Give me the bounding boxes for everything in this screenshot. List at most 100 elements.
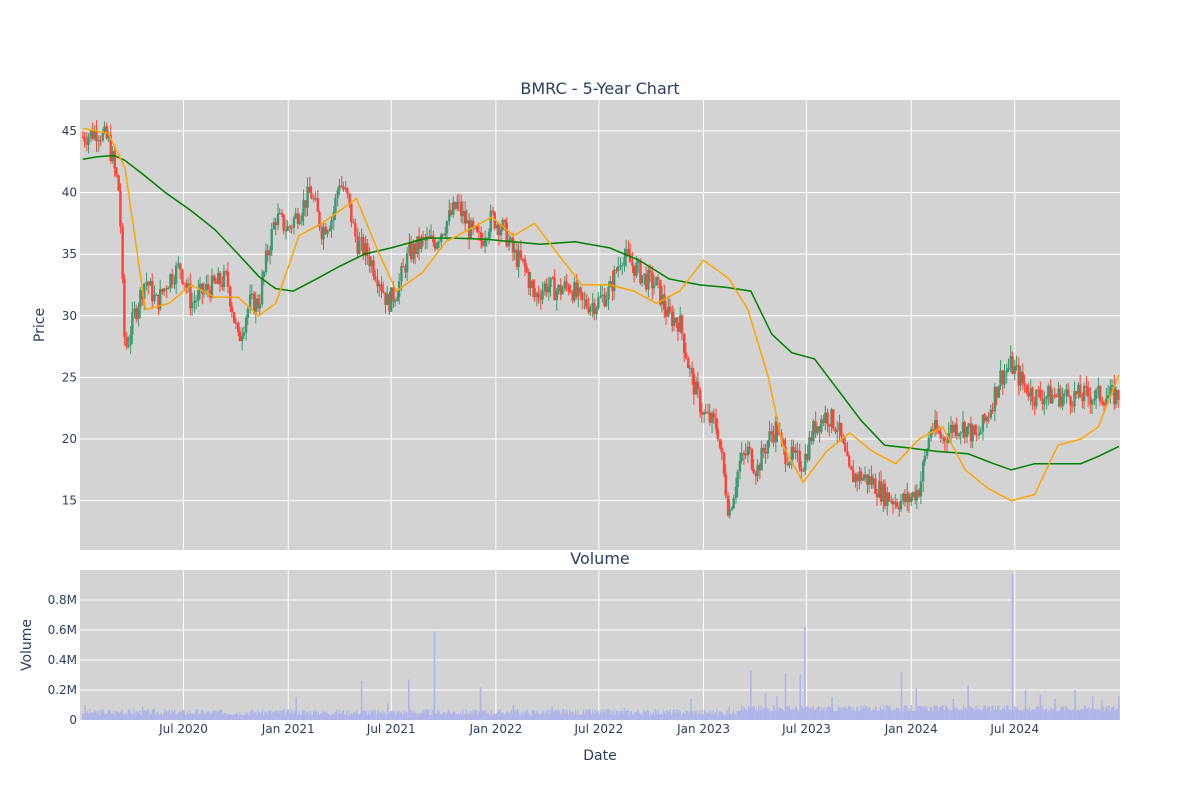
candle-body: [1101, 401, 1104, 404]
candle-body: [979, 431, 982, 435]
candle-body: [931, 429, 935, 431]
volume-bar: [597, 710, 599, 720]
volume-bar: [1008, 709, 1010, 720]
volume-bar: [910, 705, 912, 720]
volume-bar: [82, 713, 84, 720]
candle-body: [254, 298, 257, 313]
volume-bar: [291, 710, 293, 720]
volume-bar: [528, 713, 530, 720]
volume-bar: [1017, 709, 1019, 720]
volume-bar: [209, 712, 211, 720]
volume-bar: [778, 707, 780, 720]
candle-body: [400, 265, 403, 282]
candle-body: [330, 220, 333, 229]
candle-body: [501, 219, 504, 230]
candle-body: [902, 493, 905, 501]
volume-bar: [90, 712, 92, 720]
volume-bar: [625, 710, 627, 720]
candle-body: [479, 232, 483, 242]
volume-bar: [87, 713, 90, 720]
candle-body: [420, 237, 423, 249]
volume-bar: [348, 710, 350, 720]
volume-bar: [444, 712, 446, 720]
volume-bar: [737, 711, 739, 720]
candle-body: [643, 273, 646, 276]
volume-bar: [609, 709, 611, 720]
volume-bar: [738, 710, 740, 720]
candle-body: [573, 282, 576, 301]
candle-body: [1043, 399, 1046, 405]
volume-bar: [262, 708, 264, 720]
volume-bar: [490, 710, 492, 720]
volume-bar: [713, 714, 715, 720]
volume-bar: [612, 715, 614, 720]
volume-bar: [825, 711, 827, 720]
volume-bar: [555, 710, 557, 720]
candle-body: [155, 294, 158, 296]
candle-body: [465, 220, 469, 224]
candle-body: [913, 492, 917, 501]
candle-body: [316, 198, 320, 212]
volume-bar: [587, 709, 589, 720]
candle-body: [1041, 398, 1044, 405]
candle-body: [567, 285, 570, 292]
volume-bar: [725, 714, 727, 720]
volume-bar: [572, 711, 574, 720]
volume-bar: [970, 707, 973, 720]
candle-body: [899, 500, 903, 510]
volume-bar: [747, 705, 750, 720]
volume-bar: [404, 713, 406, 720]
volume-bar: [382, 710, 384, 720]
volume-bar: [595, 709, 597, 720]
candle-body: [766, 440, 770, 454]
volume-bar: [984, 705, 986, 720]
volume-bar: [653, 715, 655, 720]
volume-bar: [415, 714, 417, 720]
candle-body: [664, 309, 668, 317]
volume-bar: [440, 713, 442, 720]
volume-bar: [772, 705, 775, 720]
volume-bar: [354, 711, 356, 720]
volume-bar: [1042, 708, 1044, 720]
candle-body: [517, 250, 520, 267]
candle-body: [756, 464, 759, 477]
candle-body: [690, 367, 694, 374]
volume-bar: [722, 715, 725, 720]
volume-bar: [347, 715, 349, 720]
volume-bar: [139, 710, 141, 720]
volume-bar: [578, 715, 580, 720]
volume-bar: [210, 713, 213, 720]
volume-bar: [656, 714, 659, 720]
volume-bar: [611, 710, 613, 720]
candle-body: [847, 456, 851, 467]
volume-bar: [475, 709, 478, 720]
volume-bar: [507, 712, 510, 720]
candle-body: [236, 322, 240, 332]
volume-bar: [791, 709, 793, 720]
volume-bar: [360, 681, 363, 720]
x-tick-label: Jul 2021: [366, 722, 416, 736]
candle-body: [461, 210, 465, 217]
price-y-tick-label: 35: [62, 247, 77, 261]
volume-bar: [316, 714, 318, 720]
candle-body: [471, 220, 475, 228]
volume-bar: [464, 714, 466, 720]
volume-bar: [780, 708, 783, 720]
volume-bar: [1013, 710, 1015, 720]
volume-bar: [1081, 708, 1083, 720]
candle-body: [675, 317, 678, 324]
volume-bar: [779, 707, 781, 720]
volume-bar: [712, 709, 714, 720]
volume-bar: [755, 707, 758, 720]
volume-bar: [265, 711, 267, 720]
volume-bar: [1060, 706, 1063, 720]
candle-body: [1097, 386, 1100, 390]
volume-bar: [661, 714, 663, 720]
candle-body: [1081, 397, 1084, 401]
volume-bar: [485, 709, 487, 720]
candle-body: [129, 334, 132, 345]
candle-body: [135, 308, 138, 319]
volume-bar: [841, 707, 843, 720]
candle-body: [929, 429, 933, 438]
candle-body: [396, 296, 399, 302]
